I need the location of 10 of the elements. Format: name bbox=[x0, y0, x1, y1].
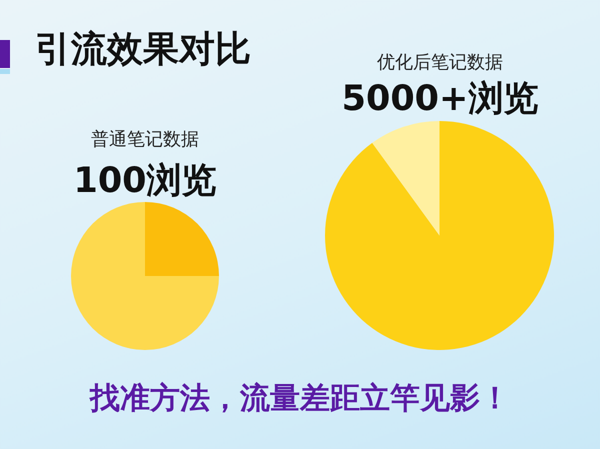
pie-slice bbox=[372, 121, 440, 236]
text: 找准方法，流量差距立竿见影！ bbox=[88, 381, 511, 417]
text: 引流效果对比 bbox=[35, 29, 251, 70]
pie-slice bbox=[71, 202, 219, 350]
pie-slice bbox=[325, 121, 554, 350]
chart-subtitle: 100浏览 bbox=[72, 161, 218, 201]
chart-subtitle: 5000+浏览 bbox=[340, 79, 540, 119]
chart-title: 普通笔记数据 bbox=[90, 129, 200, 151]
chart-title: 优化后笔记数据 bbox=[376, 52, 504, 74]
pie-slice bbox=[145, 202, 219, 276]
